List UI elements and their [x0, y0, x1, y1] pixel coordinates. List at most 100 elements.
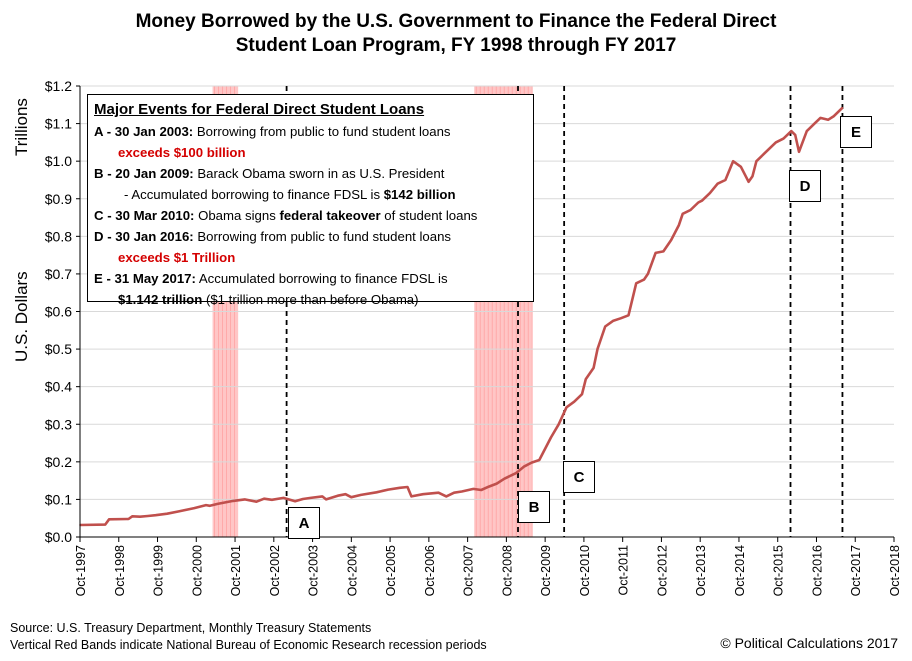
- y-tick-label: $1.2: [45, 78, 72, 94]
- source-note: Source: U.S. Treasury Department, Monthl…: [10, 621, 372, 635]
- data-point: [530, 461, 533, 464]
- data-point: [557, 423, 560, 426]
- legend-event-b-head: B - 20 Jan 2009:: [94, 166, 194, 181]
- data-point: [647, 273, 649, 275]
- data-point: [147, 515, 149, 517]
- data-point: [819, 117, 822, 119]
- x-tick-label: Oct-2010: [578, 545, 592, 596]
- x-tick-labels: Oct-1997 Oct-1998 Oct-1999 Oct-2000 Oct-2001…: [74, 545, 902, 596]
- data-point: [724, 179, 727, 181]
- data-point: [716, 182, 719, 185]
- data-point: [678, 224, 680, 226]
- data-point: [841, 106, 844, 109]
- series-line-1: [79, 106, 844, 527]
- legend-event-c-text2: of student loans: [380, 208, 478, 223]
- y-tick-labels: $0.0 $0.1 $0.2 $0.3 $0.4 $0.5 $0.6 $0.7 $0.8 $0.9…: [45, 78, 72, 545]
- data-point: [488, 485, 490, 488]
- legend-event-b: B - 20 Jan 2009: Barack Obama sworn in a…: [94, 163, 527, 184]
- data-point: [437, 491, 440, 494]
- x-tick-label: Oct-2006: [423, 545, 437, 596]
- data-point: [445, 495, 448, 498]
- event-marker-b: B: [518, 491, 550, 523]
- data-point: [294, 500, 296, 503]
- data-point: [643, 278, 645, 281]
- data-point: [108, 518, 110, 521]
- data-point: [410, 495, 413, 498]
- data-point: [205, 504, 207, 506]
- legend-event-e-text: Accumulated borrowing to finance FDSL is: [195, 271, 448, 286]
- x-tick-label: Oct-2018: [888, 545, 902, 596]
- y-tick-label: $0.4: [45, 379, 72, 395]
- data-point: [740, 166, 742, 168]
- y-tick-label: $0.9: [45, 191, 72, 207]
- legend-event-d-head: D - 30 Jan 2016:: [94, 229, 194, 244]
- data-point: [139, 515, 141, 518]
- data-point: [325, 498, 327, 501]
- x-tick-label: Oct-1997: [74, 545, 88, 596]
- x-tick-label: Oct-2016: [810, 545, 824, 596]
- y-axis-label: U.S. Dollars: [12, 271, 31, 362]
- y-tick-label: $0.1: [45, 491, 72, 507]
- data-point: [453, 491, 455, 494]
- data-point: [209, 505, 211, 507]
- legend-event-d-line2: exceeds $1 Trillion: [94, 247, 527, 268]
- data-point: [232, 500, 234, 502]
- legend-event-a-head: A - 30 Jan 2003:: [94, 124, 194, 139]
- x-tick-label: Oct-2000: [190, 545, 204, 596]
- legend-event-e: E - 31 May 2017: Accumulated borrowing t…: [94, 268, 527, 289]
- x-tick-label: Oct-2005: [384, 545, 398, 596]
- legend-event-d-highlight: exceeds $1 Trillion: [118, 250, 236, 265]
- data-point: [565, 406, 568, 409]
- data-point: [538, 459, 541, 461]
- data-point: [689, 209, 692, 211]
- event-marker-d: D: [789, 170, 821, 202]
- data-point: [429, 492, 432, 495]
- x-tick-label: Oct-2001: [229, 545, 243, 596]
- data-point: [732, 160, 734, 162]
- data-point: [767, 149, 769, 151]
- y-tick-label: $1.0: [45, 153, 72, 169]
- data-point: [216, 503, 219, 505]
- data-point: [670, 239, 672, 241]
- footer-notes: Source: U.S. Treasury Department, Monthl…: [10, 620, 487, 654]
- data-point: [178, 510, 180, 513]
- data-point: [681, 212, 684, 215]
- data-point: [697, 201, 700, 204]
- data-point: [515, 472, 517, 474]
- x-tick-label: Oct-2009: [539, 545, 553, 596]
- data-point: [461, 490, 463, 493]
- data-point: [654, 252, 657, 254]
- data-point: [701, 199, 703, 202]
- data-point: [255, 500, 258, 503]
- data-point: [480, 489, 482, 491]
- data-point: [635, 282, 638, 285]
- y-tick-label: $1.1: [45, 116, 72, 132]
- data-point: [398, 486, 401, 489]
- data-point: [321, 495, 324, 498]
- legend-event-a-line2: exceeds $100 billion: [94, 142, 527, 163]
- data-point: [503, 477, 506, 480]
- data-point: [472, 488, 475, 490]
- y-axis-unit-label: Trillions: [12, 98, 31, 156]
- legend-event-c-bold: federal takeover: [279, 208, 381, 223]
- y-tick-label: $0.5: [45, 341, 72, 357]
- data-point: [344, 493, 347, 495]
- data-point: [131, 515, 134, 518]
- legend-event-b-bold: $142 billion: [383, 187, 456, 202]
- data-point: [336, 494, 339, 497]
- data-point: [782, 137, 785, 140]
- event-marker-e: E: [840, 116, 872, 148]
- data-point: [104, 523, 106, 526]
- x-tick-label: Oct-1999: [152, 545, 166, 596]
- data-point: [350, 496, 353, 498]
- x-tick-label: Oct-2007: [462, 545, 476, 596]
- data-point: [282, 497, 285, 499]
- data-point: [581, 393, 583, 395]
- x-tick-label: Oct-2008: [500, 545, 514, 596]
- legend-event-d: D - 30 Jan 2016: Borrowing from public t…: [94, 226, 527, 247]
- data-point: [422, 493, 424, 495]
- x-tick-label: Oct-2002: [268, 545, 282, 596]
- chart-title-line1: Money Borrowed by the U.S. Government to…: [135, 11, 777, 32]
- legend-event-d-text: Borrowing from public to fund student lo…: [193, 229, 452, 244]
- data-point: [627, 314, 630, 317]
